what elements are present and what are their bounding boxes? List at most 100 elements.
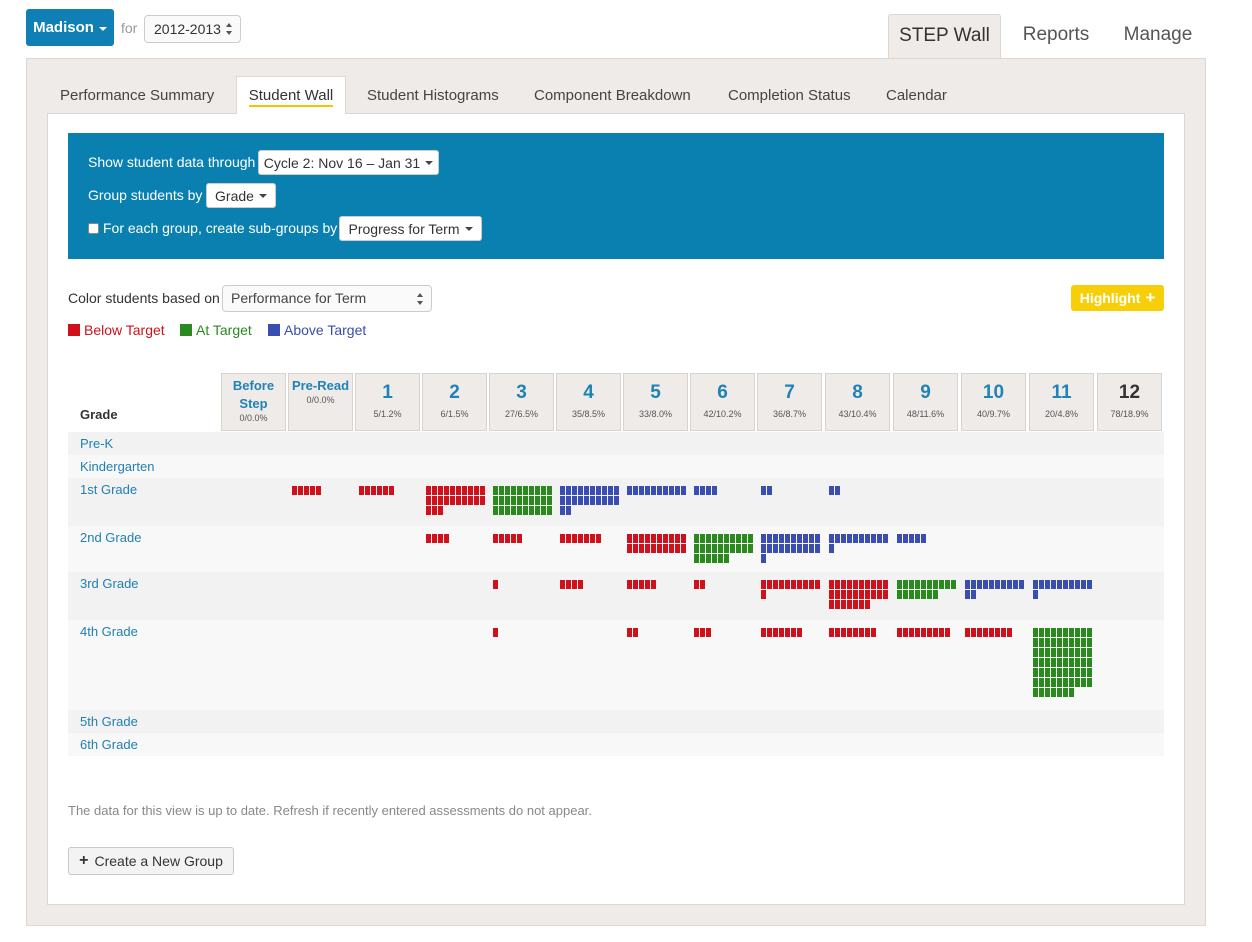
student-marker[interactable] (596, 496, 601, 505)
student-marker[interactable] (602, 486, 607, 495)
student-marker[interactable] (829, 534, 834, 543)
student-marker[interactable] (903, 628, 908, 637)
student-marker[interactable] (797, 534, 802, 543)
student-marker[interactable] (535, 506, 540, 515)
student-marker[interactable] (933, 628, 938, 637)
student-marker[interactable] (627, 486, 632, 495)
student-marker[interactable] (432, 534, 437, 543)
student-marker[interactable] (499, 486, 504, 495)
student-marker[interactable] (841, 628, 846, 637)
student-marker[interactable] (651, 486, 656, 495)
student-marker[interactable] (310, 486, 315, 495)
student-marker[interactable] (511, 534, 516, 543)
student-marker[interactable] (761, 590, 766, 599)
student-marker[interactable] (1007, 580, 1012, 589)
student-marker[interactable] (706, 534, 711, 543)
student-marker[interactable] (1075, 668, 1080, 677)
student-marker[interactable] (547, 506, 552, 515)
student-marker[interactable] (829, 590, 834, 599)
student-marker[interactable] (927, 590, 932, 599)
student-marker[interactable] (517, 496, 522, 505)
student-marker[interactable] (578, 534, 583, 543)
student-marker[interactable] (779, 628, 784, 637)
student-marker[interactable] (847, 580, 852, 589)
student-marker[interactable] (468, 496, 473, 505)
student-marker[interactable] (853, 628, 858, 637)
student-marker[interactable] (767, 534, 772, 543)
student-marker[interactable] (304, 486, 309, 495)
student-marker[interactable] (517, 534, 522, 543)
student-marker[interactable] (694, 554, 699, 563)
student-marker[interactable] (480, 496, 485, 505)
student-marker[interactable] (933, 590, 938, 599)
student-marker[interactable] (761, 544, 766, 553)
student-marker[interactable] (1075, 658, 1080, 667)
student-marker[interactable] (865, 534, 870, 543)
student-marker[interactable] (505, 486, 510, 495)
student-marker[interactable] (1045, 648, 1050, 657)
level-header[interactable]: 8 43/10.4% (825, 373, 890, 431)
student-marker[interactable] (535, 496, 540, 505)
student-marker[interactable] (493, 580, 498, 589)
student-marker[interactable] (1051, 678, 1056, 687)
level-header[interactable]: 10 40/9.7% (961, 373, 1026, 431)
student-marker[interactable] (1051, 580, 1056, 589)
student-marker[interactable] (965, 580, 970, 589)
student-marker[interactable] (529, 506, 534, 515)
level-header[interactable]: Pre-Read 0/0.0% (288, 373, 353, 431)
student-marker[interactable] (1051, 688, 1056, 697)
level-header[interactable]: 7 36/8.7% (757, 373, 822, 431)
student-marker[interactable] (847, 600, 852, 609)
subtab-calendar[interactable]: Calendar (886, 87, 947, 104)
student-marker[interactable] (797, 544, 802, 553)
student-marker[interactable] (773, 544, 778, 553)
student-marker[interactable] (847, 590, 852, 599)
student-marker[interactable] (921, 534, 926, 543)
student-marker[interactable] (444, 486, 449, 495)
student-marker[interactable] (298, 486, 303, 495)
student-marker[interactable] (663, 486, 668, 495)
student-marker[interactable] (633, 534, 638, 543)
student-marker[interactable] (1001, 580, 1006, 589)
student-marker[interactable] (995, 580, 1000, 589)
student-marker[interactable] (712, 534, 717, 543)
student-marker[interactable] (1063, 638, 1068, 647)
student-marker[interactable] (841, 580, 846, 589)
student-marker[interactable] (718, 534, 723, 543)
student-marker[interactable] (1069, 688, 1074, 697)
student-marker[interactable] (903, 534, 908, 543)
student-marker[interactable] (292, 486, 297, 495)
student-marker[interactable] (663, 544, 668, 553)
student-marker[interactable] (541, 506, 546, 515)
student-marker[interactable] (1045, 688, 1050, 697)
student-marker[interactable] (835, 600, 840, 609)
student-marker[interactable] (645, 544, 650, 553)
student-marker[interactable] (706, 544, 711, 553)
student-marker[interactable] (694, 534, 699, 543)
student-marker[interactable] (499, 534, 504, 543)
student-marker[interactable] (651, 580, 656, 589)
student-marker[interactable] (1051, 628, 1056, 637)
student-marker[interactable] (700, 554, 705, 563)
student-marker[interactable] (1063, 658, 1068, 667)
student-marker[interactable] (371, 486, 376, 495)
student-marker[interactable] (694, 580, 699, 589)
student-marker[interactable] (1063, 628, 1068, 637)
student-marker[interactable] (1001, 628, 1006, 637)
student-marker[interactable] (767, 486, 772, 495)
student-marker[interactable] (681, 486, 686, 495)
tab-reports[interactable]: Reports (1022, 24, 1090, 45)
student-marker[interactable] (608, 496, 613, 505)
student-marker[interactable] (700, 628, 705, 637)
student-marker[interactable] (505, 506, 510, 515)
student-marker[interactable] (608, 486, 613, 495)
student-marker[interactable] (809, 544, 814, 553)
student-marker[interactable] (578, 486, 583, 495)
student-marker[interactable] (829, 580, 834, 589)
student-marker[interactable] (939, 628, 944, 637)
student-marker[interactable] (523, 486, 528, 495)
level-header[interactable]: 11 20/4.8% (1029, 373, 1094, 431)
student-marker[interactable] (547, 496, 552, 505)
student-marker[interactable] (971, 580, 976, 589)
student-marker[interactable] (560, 534, 565, 543)
